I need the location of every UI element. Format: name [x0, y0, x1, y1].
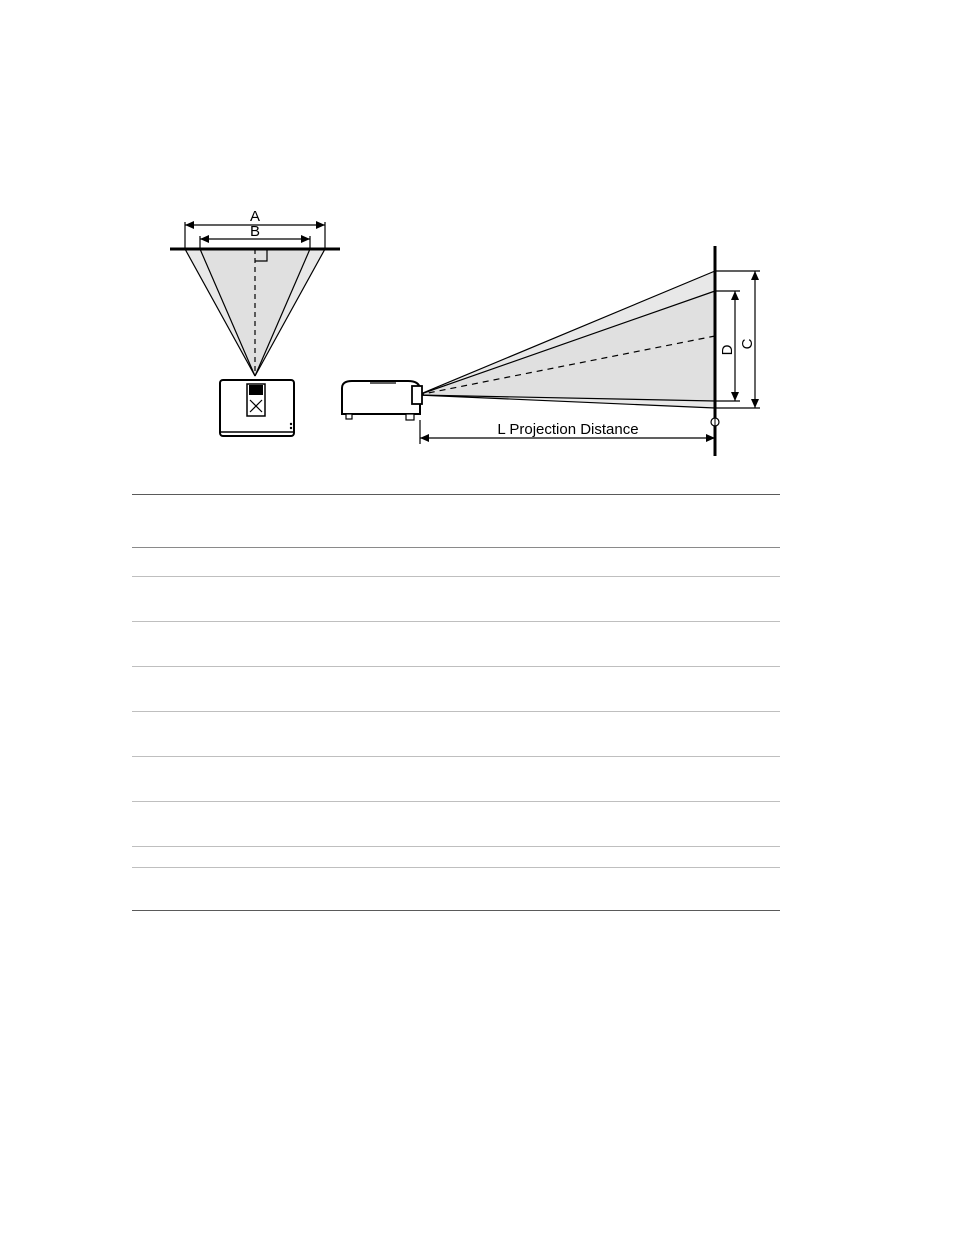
dim-L-label: L Projection Distance	[497, 421, 638, 438]
table-subheader-row	[132, 548, 780, 577]
dim-C-arrow-top	[751, 271, 759, 280]
dim-L-arrow-left	[420, 434, 429, 442]
projection-diagram-svg: A B	[170, 176, 763, 485]
dim-B-label: B	[250, 223, 260, 240]
table-row	[132, 622, 780, 667]
dim-A-arrow-left	[185, 221, 194, 229]
table-row	[132, 868, 780, 911]
table-row	[132, 757, 780, 802]
table-row	[132, 712, 780, 757]
table-row	[132, 667, 780, 712]
projector-topview-icon	[220, 380, 294, 436]
table-row	[132, 577, 780, 622]
dim-C-label: C	[739, 338, 756, 349]
table-row	[132, 847, 780, 868]
table-row	[132, 802, 780, 847]
dim-D-arrow-top	[731, 291, 739, 300]
sideview-cone-inner	[418, 291, 715, 401]
page-root: A B	[0, 0, 954, 1235]
spec-table	[132, 494, 780, 911]
dim-A-arrow-right	[316, 221, 325, 229]
dim-B-arrow-right	[301, 235, 310, 243]
projector-sideview-icon	[342, 381, 422, 420]
projection-diagram: A B	[170, 176, 763, 485]
dim-D-arrow-bot	[731, 392, 739, 401]
dim-C-arrow-bot	[751, 399, 759, 408]
table-header-row	[132, 495, 780, 548]
dim-D-label: D	[719, 344, 736, 355]
dim-B-arrow-left	[200, 235, 209, 243]
